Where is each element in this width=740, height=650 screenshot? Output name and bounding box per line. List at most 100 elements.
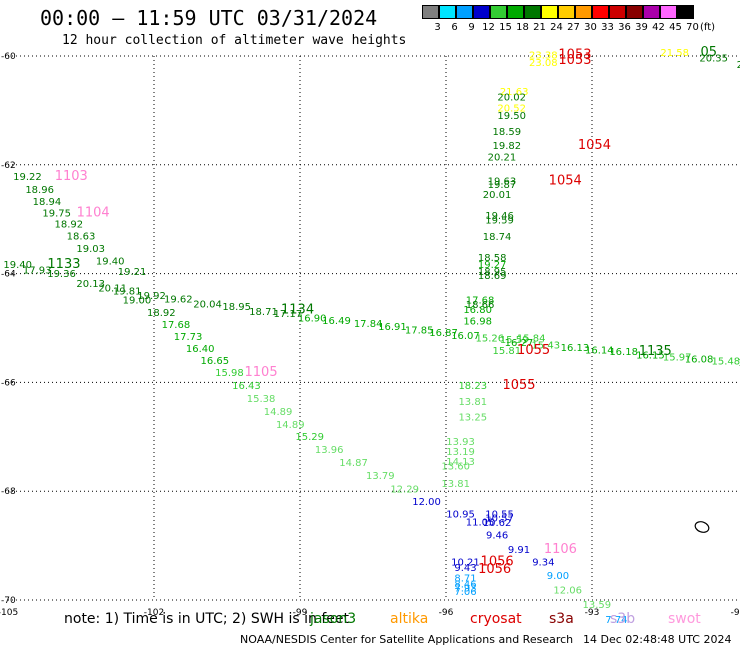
axis-tick-labels: -105 -102 -99 -96 -93 -90 -60 -62 -64 -66 -68 -70	[0, 52, 740, 618]
wave-height-value: 8.46	[454, 579, 476, 590]
wave-height-value: 16.07	[451, 331, 480, 342]
wave-height-value: 20.04	[193, 299, 222, 310]
satellite-legend-item: s3a	[549, 611, 574, 627]
wave-height-value: 15.43	[531, 341, 560, 352]
color-scale-label: 6	[451, 22, 458, 33]
color-scale-swatch	[609, 5, 626, 19]
wave-height-value: 7.93	[454, 583, 476, 594]
wave-height-value: 19.40	[3, 260, 32, 271]
color-scale-swatch	[677, 5, 694, 19]
wave-height-value: 15.98	[215, 368, 244, 379]
wave-height-value: 12.00	[412, 497, 441, 508]
color-scale-swatch	[473, 5, 490, 19]
wave-height-value: 18.69	[478, 271, 507, 282]
wave-height-value: 16.90	[298, 313, 327, 324]
wave-height-value: 20.1	[737, 60, 740, 71]
wave-height-value: 15.84	[517, 334, 546, 345]
color-scale-label: 15	[499, 22, 512, 33]
wave-height-value: 19.50	[497, 111, 526, 122]
latitude-tick-label: -66	[1, 378, 16, 388]
satellite-legend-item: swot	[668, 611, 701, 627]
color-scale-label: 30	[584, 22, 597, 33]
satellite-legend-item: s3b	[610, 611, 636, 627]
wave-height-value: 9.34	[532, 558, 554, 569]
wave-height-value: 16.49	[322, 316, 351, 327]
wave-height-value: 18.59	[493, 127, 522, 138]
wave-height-value: 20.11	[98, 284, 127, 295]
wave-height-value: 13.96	[315, 445, 344, 456]
color-scale-swatch	[541, 5, 558, 19]
color-scale-label: 18	[516, 22, 529, 33]
wave-height-value: 20.01	[483, 190, 512, 201]
wave-height-value: 16.13	[561, 343, 590, 354]
storm-id-label: 1133	[47, 257, 80, 272]
wave-height-value: 12.06	[553, 585, 582, 596]
wave-height-value: 16.51	[738, 358, 740, 369]
storm-id-label: 1134	[281, 302, 314, 317]
longitude-tick-label: -90	[731, 608, 740, 618]
wave-height-value: 18.71	[249, 307, 278, 318]
longitude-tick-label: -96	[439, 608, 454, 618]
wave-height-value: 15.26	[475, 334, 504, 345]
wave-height-value: 15.81	[493, 346, 522, 357]
wave-height-value: 21.58	[660, 48, 689, 59]
color-scale-label: 39	[635, 22, 648, 33]
wave-height-value: 19.81	[113, 286, 142, 297]
wave-height-value: 19.00	[123, 296, 152, 307]
storm-id-label: 1055	[517, 343, 550, 358]
wave-height-value: 19.40	[96, 256, 125, 267]
wave-height-value: 17.85	[405, 325, 434, 336]
storm-id-label: 1056	[478, 562, 511, 577]
wave-height-value: 10.62	[483, 518, 512, 529]
wave-height-value: 9.46	[486, 531, 508, 542]
wave-height-value: 16.91	[378, 322, 407, 333]
wave-height-value: 15.38	[247, 394, 276, 405]
wave-height-value: 16.87	[429, 328, 458, 339]
storm-id-label: 1055	[502, 378, 535, 393]
wave-height-value: 13.60	[441, 461, 470, 472]
wave-height-value: 11.05	[466, 517, 495, 528]
wave-height-value: 23.38	[529, 51, 558, 62]
color-scale-swatch	[439, 5, 456, 19]
color-scale-label: 36	[618, 22, 631, 33]
wave-height-value: 14.89	[276, 420, 305, 431]
wave-height-value: 19.87	[488, 180, 517, 191]
wave-height-value: 19.75	[42, 208, 71, 219]
color-scale-swatch	[422, 5, 439, 19]
lat-lon-grid	[8, 55, 738, 601]
map-title: 00:00 – 11:59 UTC 03/31/2024	[40, 6, 378, 30]
wave-height-value: 20.21	[488, 152, 517, 163]
island-outline-icon	[694, 521, 710, 533]
wave-height-value: 16.27	[505, 338, 534, 349]
color-scale-label: 24	[550, 22, 563, 33]
wave-height-value: 13.19	[446, 447, 475, 458]
wave-height-value: 19.92	[137, 291, 166, 302]
longitude-tick-label: -102	[144, 608, 164, 618]
color-scale-label: 42	[652, 22, 665, 33]
wave-height-value: 18.95	[478, 267, 507, 278]
color-scale-swatch	[660, 5, 677, 19]
color-scale-label: 9	[468, 22, 475, 33]
wave-height-value: 10.21	[451, 558, 480, 569]
wave-height-observations: 19.2218.9618.9419.7518.9218.6319.0319.40…	[3, 48, 740, 626]
storm-id-label: 1054	[549, 173, 582, 188]
color-scale-swatch	[592, 5, 609, 19]
wave-height-value: 17.17	[274, 309, 303, 320]
wave-height-value: 18.92	[147, 308, 176, 319]
storm-id-label: 1103	[55, 169, 88, 184]
wave-height-value: 10.57	[485, 514, 514, 525]
wave-height-value: 17.68	[466, 296, 495, 307]
wave-height-value: 16.08	[685, 354, 714, 365]
wave-height-value: 16.15	[636, 350, 665, 361]
wave-height-value: 19.62	[164, 294, 193, 305]
color-scale-label: 70	[686, 22, 699, 33]
storm-id-label: 1105	[245, 365, 278, 380]
wave-height-value: 18.95	[222, 302, 251, 313]
color-scale-label: 21	[533, 22, 546, 33]
wave-height-value: 13.59	[583, 600, 612, 611]
color-scale-swatch	[524, 5, 541, 19]
wave-height-value: 19.63	[488, 176, 517, 187]
wave-height-value: 19.03	[76, 244, 105, 255]
